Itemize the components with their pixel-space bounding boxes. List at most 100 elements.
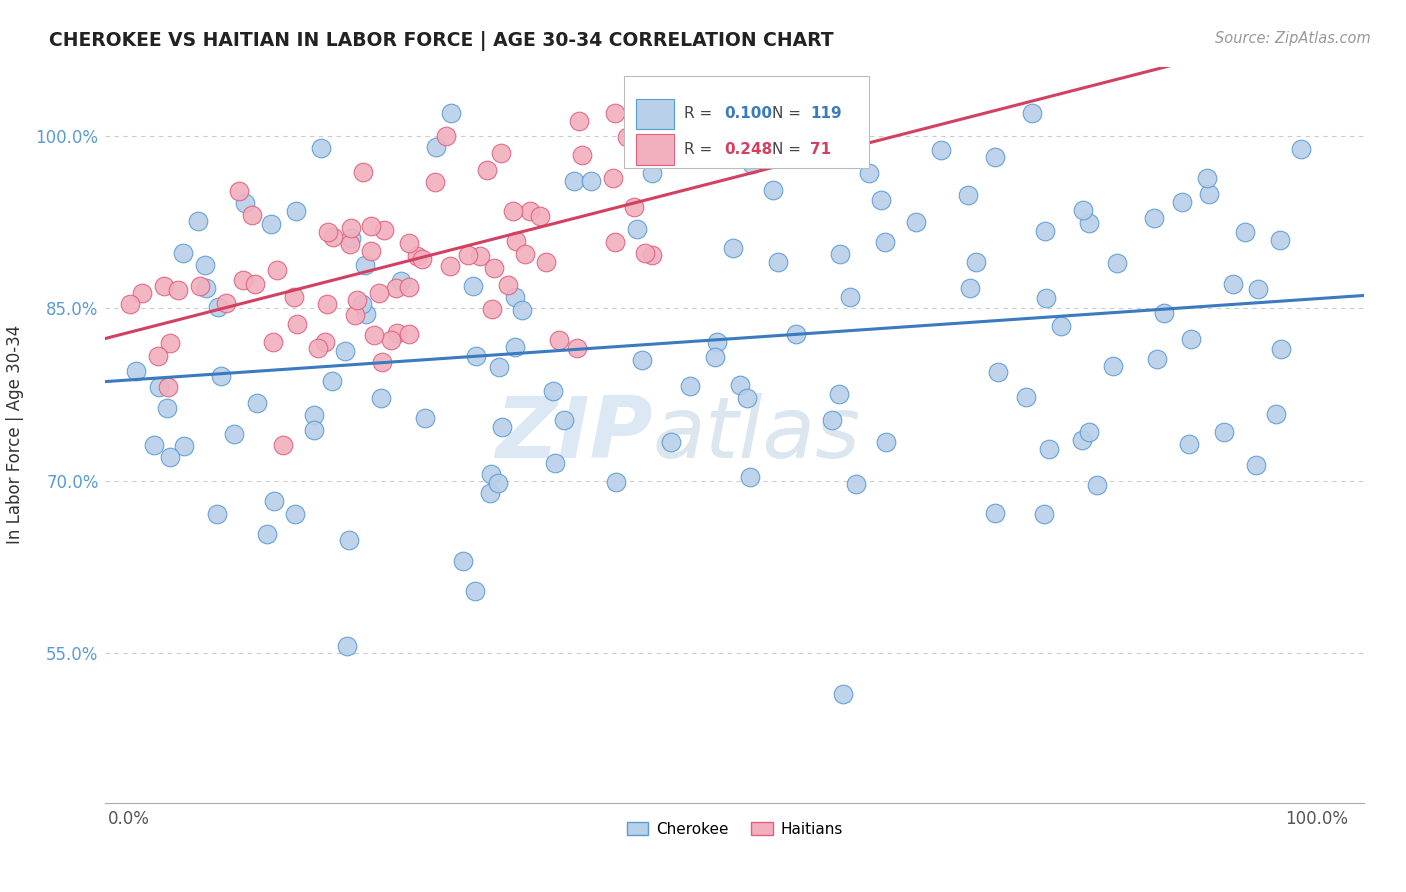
Point [464, 583, 486, 598]
Point [634, 245, 657, 260]
Point [831, 687, 853, 701]
Point [398, 235, 420, 250]
Point [738, 470, 761, 484]
Point [256, 527, 278, 541]
Point [1050, 319, 1073, 334]
Point [959, 281, 981, 295]
Point [479, 486, 502, 500]
FancyBboxPatch shape [637, 134, 675, 165]
Point [1264, 407, 1286, 421]
Point [1143, 211, 1166, 226]
Point [568, 114, 591, 128]
Point [844, 476, 866, 491]
Point [957, 187, 980, 202]
Point [762, 183, 785, 197]
Point [505, 290, 527, 304]
Point [640, 247, 662, 261]
Point [380, 333, 402, 347]
Point [1102, 359, 1125, 373]
Point [491, 420, 513, 434]
Point [547, 333, 569, 347]
Point [562, 174, 585, 188]
Point [373, 223, 395, 237]
Point [486, 475, 509, 490]
Point [571, 148, 593, 162]
Point [398, 327, 420, 342]
Point [172, 245, 194, 260]
Point [1171, 194, 1194, 209]
Point [626, 221, 648, 235]
Point [541, 384, 564, 398]
Point [1153, 306, 1175, 320]
Point [616, 129, 638, 144]
Point [496, 277, 519, 292]
Point [285, 318, 308, 332]
Point [510, 302, 533, 317]
Point [266, 262, 288, 277]
Point [146, 349, 169, 363]
Point [370, 391, 392, 405]
Point [706, 334, 728, 349]
Point [603, 235, 626, 249]
Point [1233, 225, 1256, 239]
Point [1038, 442, 1060, 456]
Point [983, 149, 1005, 163]
Point [631, 352, 654, 367]
Point [271, 437, 294, 451]
Point [503, 340, 526, 354]
Point [246, 396, 269, 410]
Point [307, 341, 329, 355]
Point [142, 438, 165, 452]
Point [828, 387, 851, 401]
Point [505, 234, 527, 248]
Point [741, 157, 763, 171]
Point [659, 435, 682, 450]
Point [488, 359, 510, 374]
Point [475, 163, 498, 178]
Point [263, 493, 285, 508]
Point [125, 364, 148, 378]
Point [728, 377, 751, 392]
Point [398, 280, 420, 294]
Point [623, 200, 645, 214]
Text: atlas: atlas [652, 393, 860, 476]
Point [411, 252, 433, 266]
Point [965, 255, 987, 269]
Point [321, 374, 343, 388]
Text: 71: 71 [810, 142, 831, 157]
Point [579, 174, 602, 188]
Point [463, 279, 485, 293]
Text: 0.248: 0.248 [724, 142, 773, 157]
Point [704, 350, 727, 364]
Point [159, 336, 181, 351]
Point [931, 143, 953, 157]
Point [828, 247, 851, 261]
Point [479, 467, 502, 482]
Point [156, 380, 179, 394]
Point [1178, 437, 1201, 451]
Point [423, 175, 446, 189]
Point [766, 254, 789, 268]
Point [1270, 342, 1292, 356]
Text: R =: R = [685, 106, 717, 121]
Point [1070, 433, 1092, 447]
Point [1071, 202, 1094, 217]
Point [322, 230, 344, 244]
Point [1146, 351, 1168, 366]
Point [413, 411, 436, 425]
Text: R =: R = [685, 142, 717, 157]
Point [470, 249, 492, 263]
Text: 0.100: 0.100 [724, 106, 772, 121]
FancyBboxPatch shape [624, 77, 869, 169]
Point [1085, 478, 1108, 492]
Point [904, 215, 927, 229]
Point [1270, 233, 1292, 247]
Point [260, 218, 283, 232]
Point [529, 210, 551, 224]
Point [228, 185, 250, 199]
Point [873, 235, 896, 249]
Point [188, 279, 211, 293]
Point [839, 290, 862, 304]
Point [1198, 187, 1220, 202]
Point [333, 343, 356, 358]
